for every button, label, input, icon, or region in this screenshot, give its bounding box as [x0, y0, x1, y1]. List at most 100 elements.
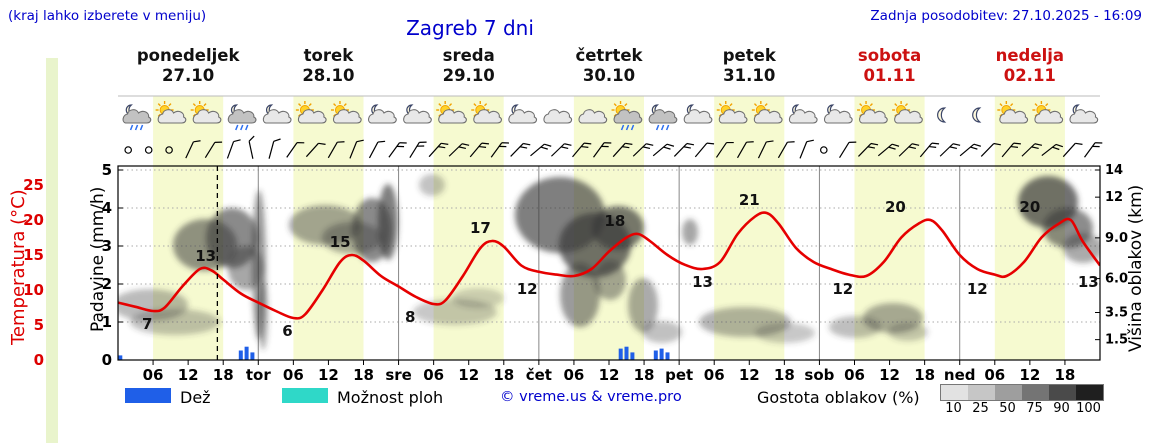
weather-icon-sun-cloud	[436, 101, 467, 124]
barb-flag	[993, 142, 1001, 146]
barb-flag	[787, 141, 795, 143]
rain-drops	[139, 124, 144, 131]
sun-ray	[869, 103, 873, 107]
sun-ray	[192, 103, 196, 107]
wind-barb-icon	[1021, 143, 1043, 157]
day-header: sobota 01.11	[819, 46, 959, 86]
barb-staff	[551, 143, 565, 157]
weather-icon-cloud	[578, 109, 608, 124]
wind-barb-icon	[490, 142, 510, 158]
day-name: četrtek	[575, 46, 643, 65]
day-name: petek	[722, 46, 776, 65]
weather-icon-sun-cloud	[997, 101, 1029, 124]
barb-staff	[349, 141, 358, 159]
barb-staff	[980, 143, 995, 157]
weather-icon-moon-cloud-rain	[648, 104, 678, 131]
x-tick-label: 12	[318, 366, 339, 384]
wind-barb-icon	[1001, 142, 1021, 158]
cloud-shape	[753, 109, 783, 124]
wind-calm-icon	[819, 146, 828, 154]
cloud-shape	[823, 109, 853, 124]
cloud-height-tick: 3.5	[1105, 306, 1128, 321]
wind-barb-icon	[409, 141, 427, 158]
barb-flag	[416, 145, 425, 147]
wind-barb-icon	[839, 141, 857, 158]
barb-staff	[572, 142, 585, 158]
barb-flag	[193, 140, 201, 143]
sun-ray	[483, 103, 488, 107]
cloud-density-scale	[940, 384, 1104, 401]
barb-staff	[1001, 142, 1015, 158]
x-tick-label: ned	[944, 366, 976, 384]
wind-barb-icon	[612, 142, 633, 158]
x-tick-label: 06	[844, 366, 865, 384]
temp-value-label: 8	[405, 308, 415, 326]
day-name: nedelja	[995, 46, 1065, 65]
weather-icon-sun-cloud	[716, 101, 748, 124]
wind-barb-icon	[469, 142, 490, 158]
sun-ray	[203, 103, 207, 107]
barb-staff	[632, 143, 647, 157]
calm-circle	[165, 146, 173, 154]
x-tick-label: čet	[526, 366, 552, 384]
cloud-height-tick: 1.5	[1105, 333, 1128, 348]
x-tick-label: sob	[804, 366, 834, 384]
sun-ray	[904, 103, 908, 107]
x-tick-label: 18	[493, 366, 514, 384]
barb-staff	[388, 142, 400, 158]
barb-flag	[499, 145, 507, 148]
cloud-shape	[613, 109, 643, 124]
barb-staff	[919, 142, 933, 158]
barb-flag	[581, 145, 589, 148]
wind-barb-icon	[1041, 143, 1064, 157]
barb-flag	[806, 139, 814, 143]
sun-ray	[333, 103, 337, 107]
barb-flag	[297, 142, 305, 144]
precip-tick: 4	[102, 199, 112, 217]
x-tick-label: 12	[458, 366, 479, 384]
cloud-blob	[592, 206, 644, 250]
x-tick-label: 06	[984, 366, 1005, 384]
copyright-link[interactable]: © vreme.us & vreme.pro	[500, 389, 682, 405]
x-tick-label: 18	[634, 366, 655, 384]
temp-value-label: 21	[739, 191, 760, 209]
barb-flag	[601, 145, 609, 148]
barb-staff	[204, 142, 216, 158]
density-scale-cell	[1049, 385, 1076, 400]
sun-ray	[438, 103, 442, 107]
weather-icon-moon-cloud	[262, 104, 292, 124]
barb-flag	[458, 146, 467, 149]
barb-flag	[625, 142, 633, 145]
cloud-shape	[227, 109, 257, 124]
x-tick-label: 18	[213, 366, 234, 384]
day-date: 02.11	[1003, 66, 1056, 85]
sun-ray	[613, 103, 617, 107]
cloud-blob	[130, 309, 220, 335]
precip-tick: 0	[102, 351, 112, 369]
barb-flag	[1010, 145, 1019, 148]
temp-value-label: 6	[282, 322, 292, 340]
barb-flag	[952, 143, 961, 146]
day-header: torek 28.10	[258, 46, 398, 86]
barb-staff	[368, 141, 379, 159]
cloud-layer	[118, 174, 1100, 350]
temp-tick: 10	[23, 281, 44, 299]
cloud-shape	[543, 109, 573, 124]
precip-tick: 3	[102, 237, 112, 255]
barb-flag	[642, 146, 651, 149]
rain-bar	[665, 352, 670, 360]
day-name: torek	[303, 46, 354, 65]
weather-icon-moon-cloud	[823, 104, 853, 124]
density-scale-cell	[995, 385, 1022, 400]
barb-flag	[973, 143, 981, 147]
wind-barb-icon	[694, 142, 715, 158]
showers-swatch	[282, 388, 328, 403]
barb-staff	[736, 141, 748, 159]
wind-barb-icon	[877, 143, 900, 157]
temp-tick: 25	[23, 176, 44, 194]
x-tick-label: 12	[879, 366, 900, 384]
barb-flag	[318, 142, 326, 145]
weather-icon-moon-cloud	[368, 104, 397, 124]
temp-tick: 0	[34, 351, 44, 369]
